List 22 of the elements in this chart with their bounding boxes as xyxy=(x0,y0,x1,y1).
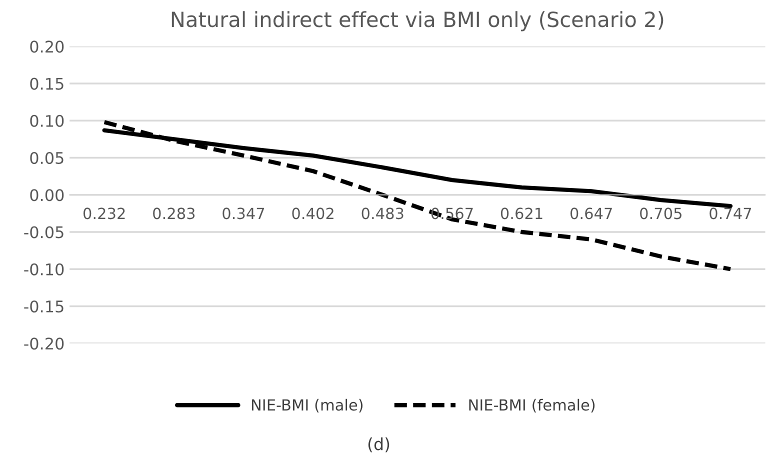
y-tick-label: -0.20 xyxy=(24,338,64,350)
x-tick-label: 0.402 xyxy=(292,208,334,220)
x-tick-label: 0.283 xyxy=(153,208,195,220)
legend-label: NIE-BMI (female) xyxy=(469,398,595,412)
x-tick-label: 0.621 xyxy=(500,208,542,220)
text: (d) xyxy=(368,437,390,452)
y-tick-label: 0.20 xyxy=(30,40,64,53)
y-tick-label: 0.00 xyxy=(30,189,64,202)
x-tick-label: 0.747 xyxy=(710,208,752,220)
x-tick-label: 0.705 xyxy=(640,208,682,220)
x-tick-label: 0.232 xyxy=(83,208,125,220)
x-tick-label: 0.347 xyxy=(222,208,264,220)
y-tick-label: 0.05 xyxy=(30,152,64,164)
x-tick-label: 0.483 xyxy=(362,208,404,220)
y-tick-label: -0.10 xyxy=(24,263,64,276)
legend-label: NIE-BMI (male) xyxy=(252,398,363,412)
y-tick-label: 0.10 xyxy=(30,114,64,127)
y-tick-label: 0.15 xyxy=(30,78,64,90)
x-tick-label: 0.647 xyxy=(570,208,612,220)
y-tick-label: -0.15 xyxy=(24,300,64,313)
chart-title: Natural indirect effect via BMI only (Scenario 2) xyxy=(172,11,664,32)
y-tick-label: -0.05 xyxy=(24,226,64,238)
